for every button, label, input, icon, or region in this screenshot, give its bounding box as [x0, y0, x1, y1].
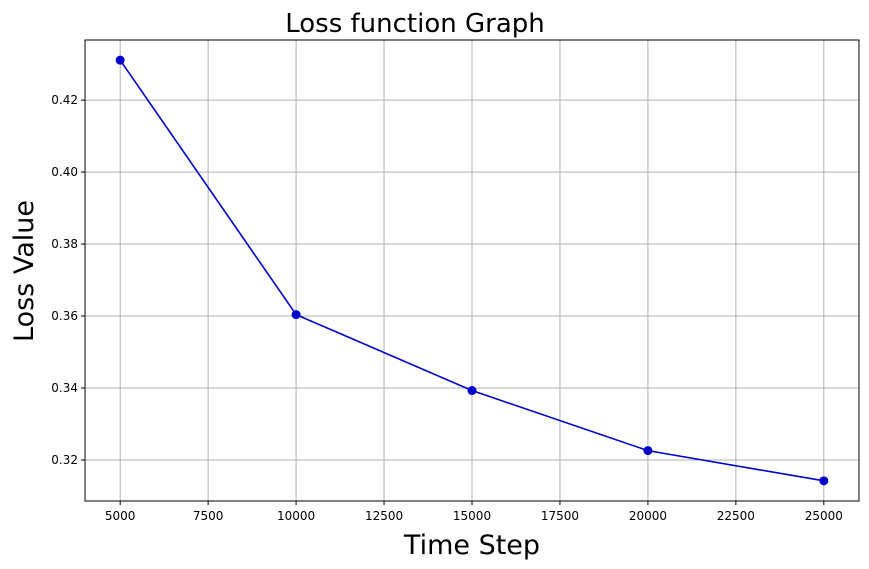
x-axis-ticks: 5000 7500 10000 12500 15000 17500 20000 22500 25… — [105, 501, 843, 523]
y-axis-label: Loss Value — [9, 200, 40, 342]
data-point — [291, 310, 301, 320]
y-tick-label: 0.34 — [51, 381, 78, 395]
data-point — [819, 476, 829, 486]
chart-title: Loss function Graph — [285, 9, 545, 39]
x-tick-label: 12500 — [365, 509, 403, 523]
x-tick-label: 7500 — [193, 509, 224, 523]
data-point — [643, 446, 653, 456]
chart-grid — [85, 40, 859, 501]
data-point — [467, 386, 477, 396]
x-axis-label: Time Step — [403, 530, 540, 561]
y-axis-ticks: 0.32 0.34 0.36 0.38 0.40 0.42 — [51, 93, 85, 467]
x-tick-label: 15000 — [453, 509, 491, 523]
y-tick-label: 0.42 — [51, 93, 78, 107]
data-point — [115, 55, 125, 65]
x-tick-label: 25000 — [805, 509, 843, 523]
y-tick-label: 0.36 — [51, 309, 78, 323]
x-tick-label: 20000 — [629, 509, 667, 523]
x-tick-label: 5000 — [105, 509, 136, 523]
y-tick-label: 0.32 — [51, 453, 78, 467]
y-tick-label: 0.38 — [51, 237, 78, 251]
y-tick-label: 0.40 — [51, 165, 78, 179]
x-tick-label: 10000 — [277, 509, 315, 523]
x-tick-label: 22500 — [717, 509, 755, 523]
x-tick-label: 17500 — [541, 509, 579, 523]
loss-series — [115, 55, 829, 486]
